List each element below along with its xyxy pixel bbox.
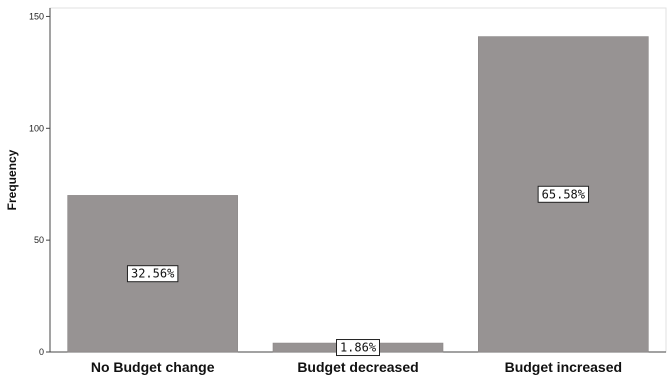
- y-axis-label: Frequency: [5, 149, 19, 210]
- y-axis-ticks: 0 50 100 150: [29, 11, 50, 357]
- y-tick-label: 50: [34, 235, 44, 245]
- y-tick-label: 0: [39, 347, 44, 357]
- data-label-box: [537, 185, 590, 203]
- y-tick-label: 150: [29, 11, 44, 21]
- data-label-text: 65.58%: [542, 187, 586, 201]
- data-label: 1.86%: [336, 339, 380, 357]
- y-tick-label: 100: [29, 123, 44, 133]
- x-axis-categories: No Budget change Budget decreased Budget i…: [91, 359, 622, 375]
- x-category-label: No Budget change: [91, 359, 215, 375]
- x-category-label: Budget increased: [505, 359, 622, 375]
- data-label-text: 1.86%: [340, 341, 377, 355]
- data-label-box: [126, 265, 179, 283]
- bars: [67, 36, 649, 353]
- data-label: 32.56%: [126, 265, 179, 283]
- data-label-box: [336, 339, 380, 357]
- data-label-text: 32.56%: [131, 267, 175, 281]
- x-category-label: Budget decreased: [297, 359, 418, 375]
- data-label: 65.58%: [537, 185, 590, 203]
- data-labels: 32.56% 1.86% 65.58%: [126, 185, 590, 357]
